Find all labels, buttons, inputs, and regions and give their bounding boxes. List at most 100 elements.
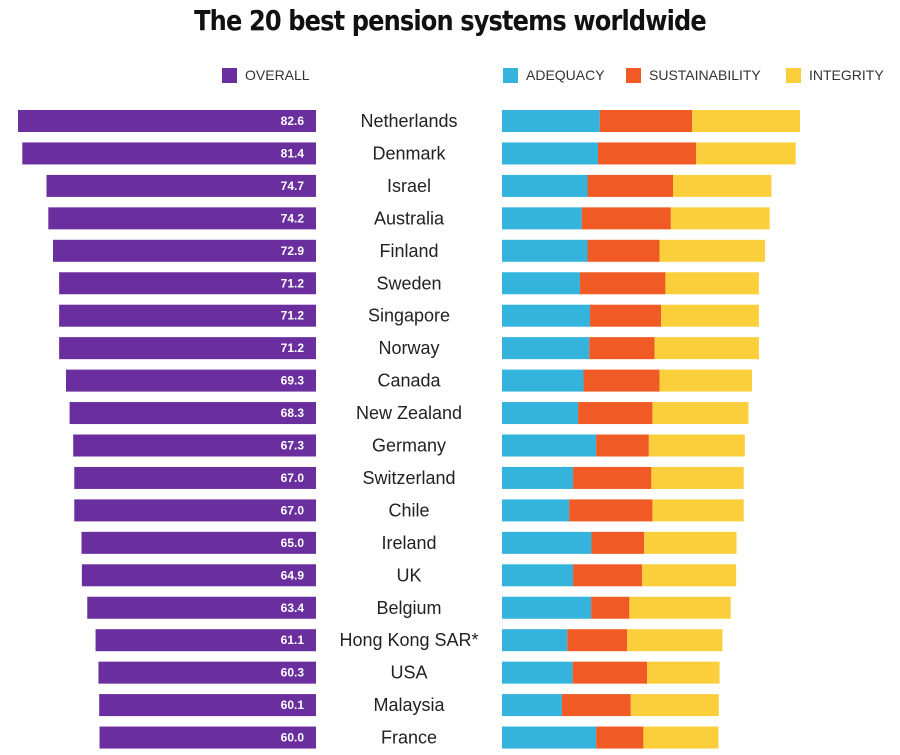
country-label: Ireland [381,533,436,553]
overall-value-label: 65.0 [281,536,305,550]
overall-value-label: 71.2 [281,309,305,323]
adequacy-segment [502,239,588,262]
legend-adequacy: ADEQUACY [503,67,605,83]
overall-bar [46,174,316,197]
sustainability-segment [587,174,674,197]
integrity-segment [643,726,719,749]
sustainability-segment [599,110,693,132]
country-label: France [381,728,437,748]
integrity-segment [692,110,800,132]
legend-adequacy-label: ADEQUACY [526,67,605,83]
adequacy-segment [502,337,590,360]
adequacy-segment [502,304,591,327]
country-label: Belgium [376,598,441,618]
integrity-segment [665,272,759,295]
country-label: Malaysia [373,695,445,715]
integrity-segment [644,531,737,554]
overall-value-label: 67.3 [281,439,305,453]
chart-title: The 20 best pension systems worldwide [194,4,707,37]
legend-overall-swatch [222,67,237,83]
country-label: Switzerland [362,468,455,488]
sustainability-segment [596,726,644,749]
integrity-segment [627,629,723,652]
country-label: Canada [377,371,441,391]
sustainability-segment [589,337,655,360]
integrity-segment [630,694,719,717]
country-label: Germany [372,436,446,456]
legend-overall-label: OVERALL [245,67,310,83]
adequacy-segment [502,629,568,652]
integrity-segment [661,304,759,327]
overall-value-label: 71.2 [281,341,305,355]
country-label: Finland [379,241,438,261]
legend-sustainability-swatch [626,67,641,83]
overall-bar [99,726,316,749]
overall-value-label: 68.3 [281,406,305,420]
overall-bar [74,466,316,489]
overall-bar [59,272,317,295]
sustainability-segment [590,304,662,327]
country-label: UK [396,565,421,585]
sustainability-segment [561,694,631,717]
country-label: Hong Kong SAR* [339,630,478,650]
country-label: Chile [388,500,429,520]
sustainability-segment [581,207,671,230]
legend-integrity-swatch [786,67,801,83]
integrity-segment [670,207,770,230]
overall-bar [74,499,316,522]
overall-value-label: 64.9 [281,568,305,582]
adequacy-segment [502,694,562,717]
adequacy-segment [502,661,573,684]
sustainability-segment [578,402,653,425]
legend-integrity-label: INTEGRITY [809,67,884,83]
sustainability-segment [587,239,660,262]
overall-value-label: 60.0 [281,731,305,745]
country-label: Norway [378,338,439,358]
overall-value-label: 72.9 [281,244,305,258]
sustainability-segment [597,142,697,165]
overall-bar [48,207,316,230]
legend-overall: OVERALL [222,67,310,83]
adequacy-segment [502,596,592,619]
overall-value-label: 82.6 [281,114,305,128]
integrity-segment [629,596,731,619]
overall-bar [87,596,316,619]
adequacy-segment [502,402,579,425]
overall-bar [59,337,317,360]
integrity-segment [659,239,766,262]
legend-integrity: INTEGRITY [786,67,884,83]
overall-value-label: 63.4 [281,601,305,615]
sustainability-segment [572,661,648,684]
integrity-segment [654,337,759,360]
adequacy-segment [502,466,574,489]
overall-value-label: 61.1 [281,633,305,647]
integrity-segment [651,466,744,489]
sustainability-segment [596,434,649,457]
integrity-segment [647,661,720,684]
integrity-segment [648,434,745,457]
sustainability-segment [569,499,653,522]
adequacy-segment [502,726,597,749]
overall-bar [95,629,316,652]
country-label: Sweden [376,273,441,293]
overall-value-label: 74.7 [281,179,305,193]
integrity-segment [641,564,737,587]
integrity-segment [696,142,796,165]
overall-value-label: 67.0 [281,471,305,485]
sustainability-segment [573,466,652,489]
overall-bar [81,564,316,587]
legend-sustainability: SUSTAINABILITY [626,67,761,83]
country-label: Australia [374,208,445,228]
country-label: Netherlands [360,111,457,131]
adequacy-segment [502,110,600,132]
overall-bar [59,304,317,327]
overall-bar [81,531,316,554]
overall-bar [52,239,317,262]
overall-bar [22,142,317,165]
adequacy-segment [502,369,584,392]
overall-value-label: 67.0 [281,503,305,517]
sustainability-segment [583,369,660,392]
overall-bar [69,402,317,425]
country-label: Denmark [372,143,446,163]
integrity-segment [673,174,772,197]
